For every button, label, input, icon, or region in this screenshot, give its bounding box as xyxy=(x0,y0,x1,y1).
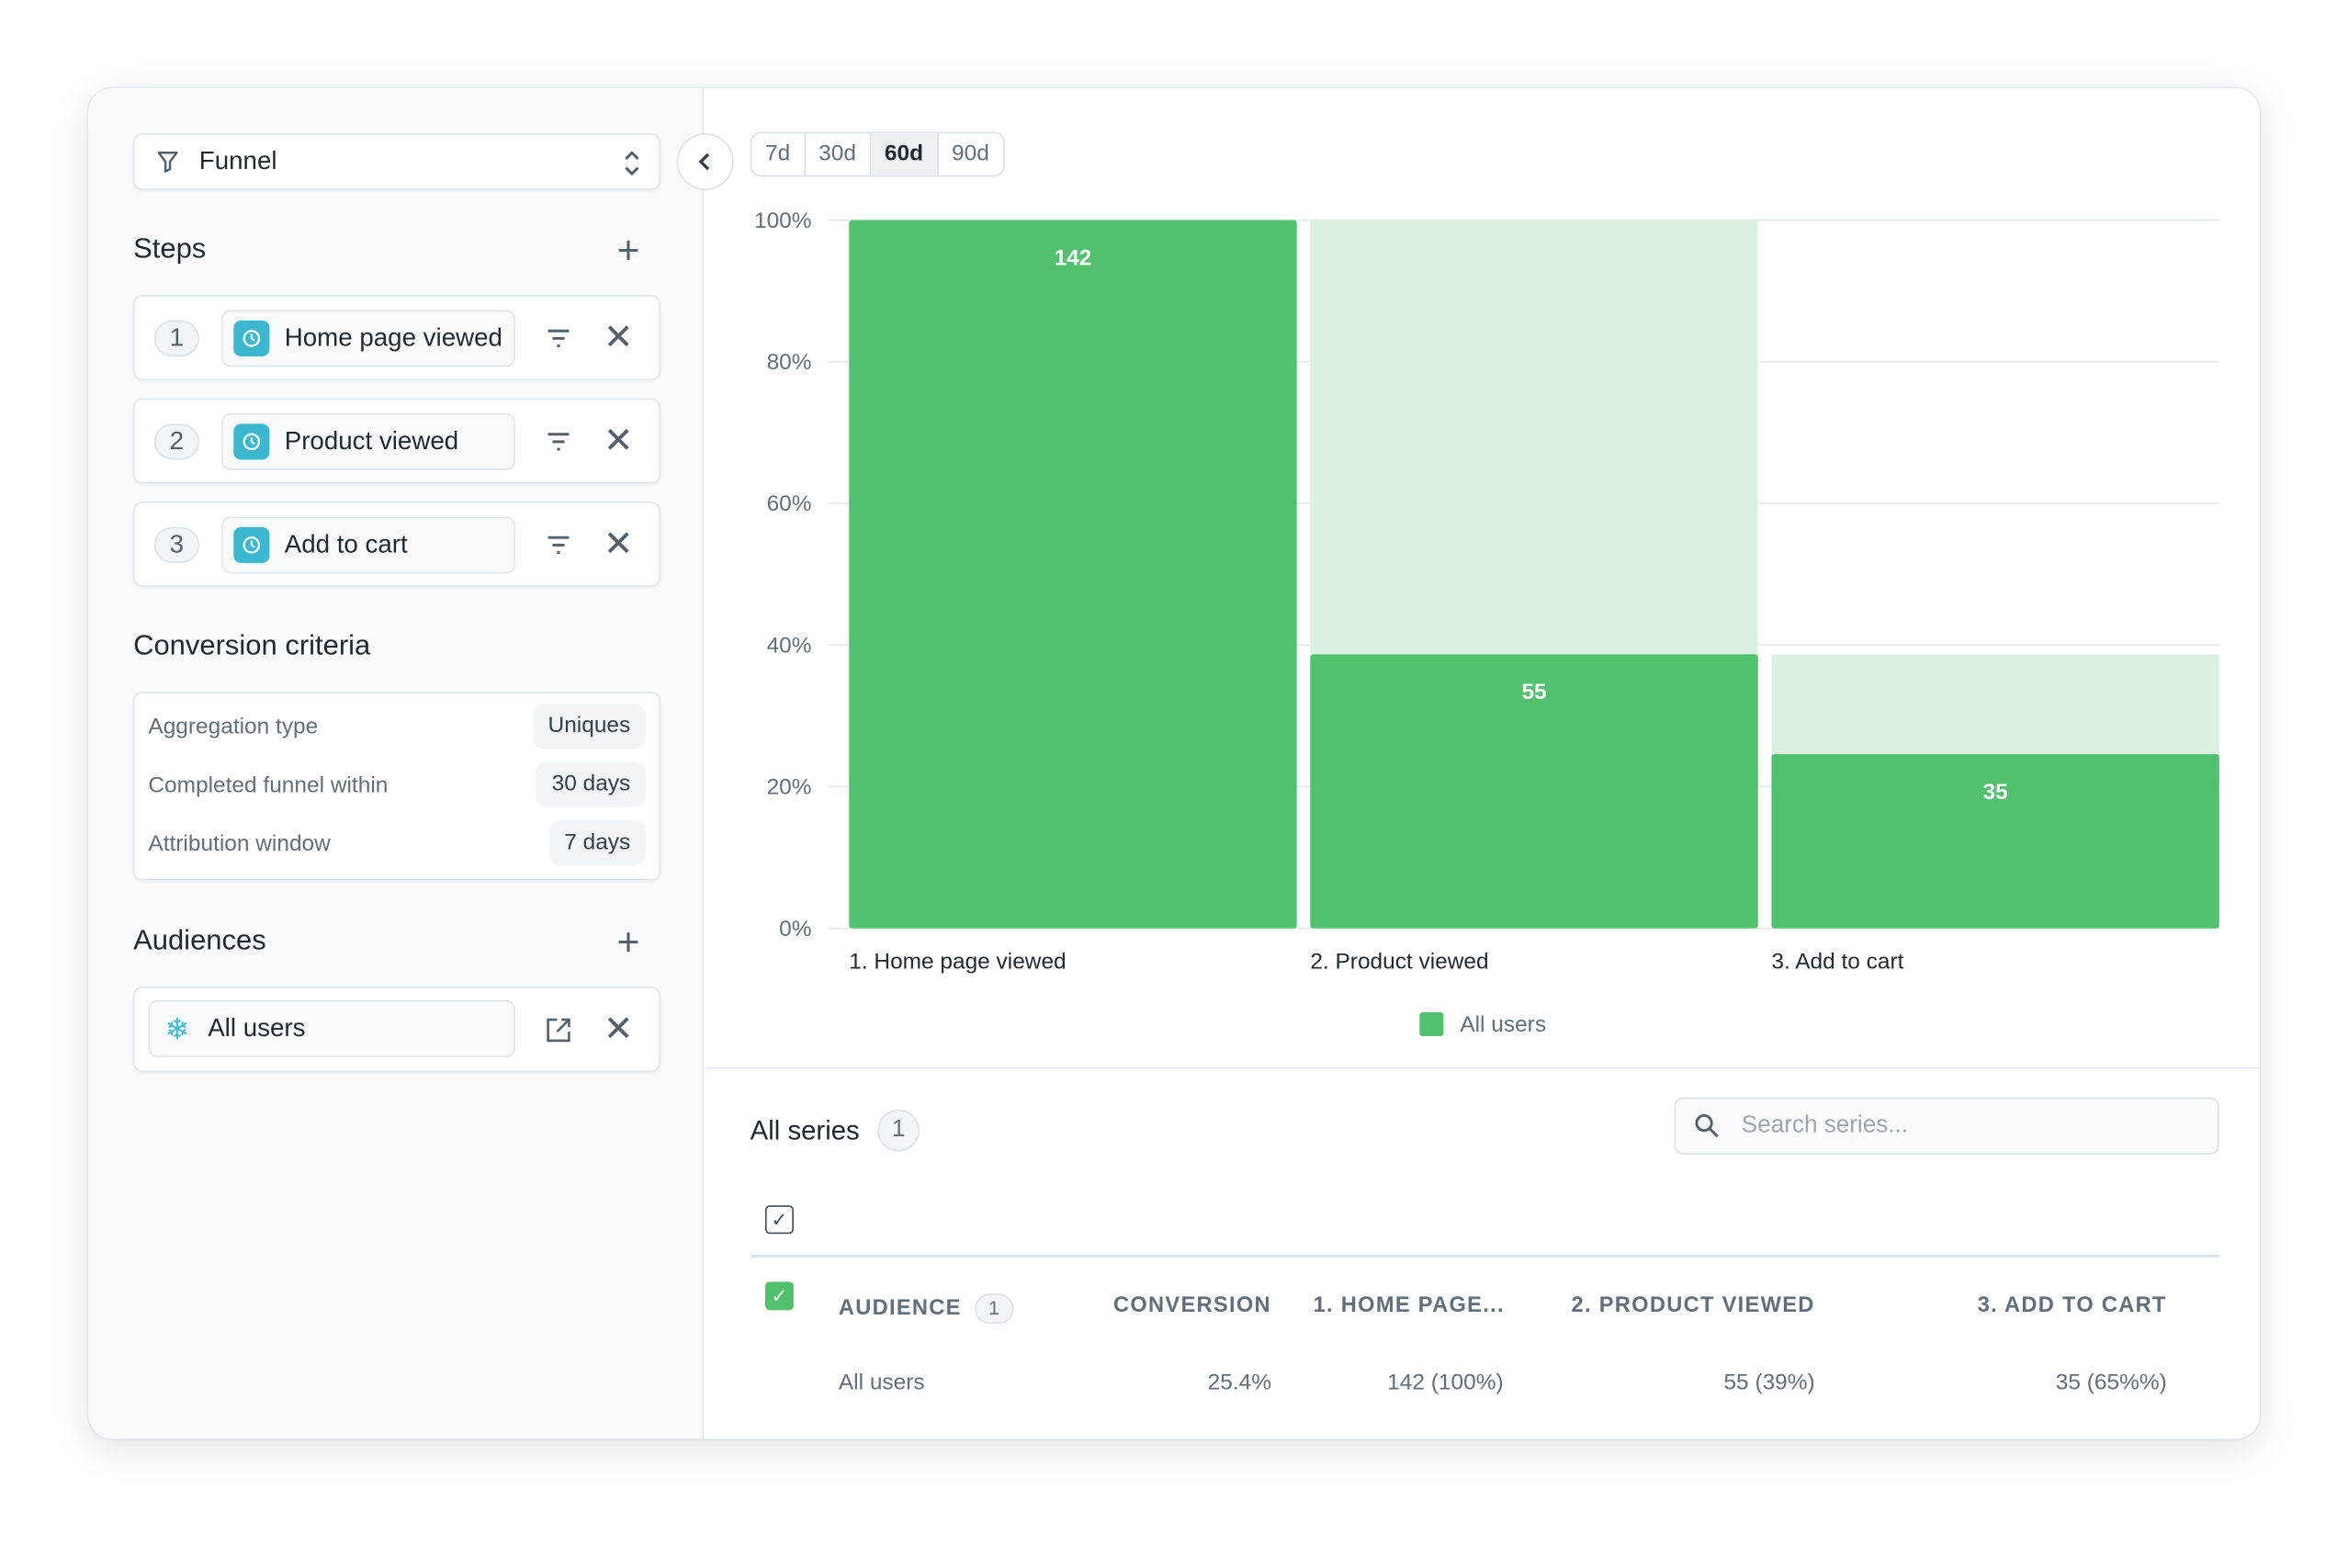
filter-icon[interactable] xyxy=(547,328,570,349)
step-item: 1 Home page viewed ✕ xyxy=(133,295,660,381)
all-series-heading: All series 1 xyxy=(750,1109,920,1152)
time-range-90d[interactable]: 90d xyxy=(952,141,989,166)
add-audience-plus-icon[interactable]: + xyxy=(616,919,640,964)
clock-icon xyxy=(233,423,270,460)
divider xyxy=(705,1067,2260,1069)
column-header-step-3[interactable]: 3. ADD TO CART xyxy=(1977,1293,2167,1318)
bar-value-label: 35 xyxy=(1983,780,2008,805)
step-1-cell: 142 (100%) xyxy=(1387,1370,1504,1396)
completed-within-select[interactable]: 30 days xyxy=(536,761,646,807)
all-series-title: All series xyxy=(750,1114,860,1145)
audience-label: All users xyxy=(208,1013,306,1043)
legend-swatch xyxy=(1419,1011,1444,1037)
series-count-badge: 1 xyxy=(877,1109,920,1152)
row-checkbox[interactable]: ✓ xyxy=(764,1281,794,1311)
audience-pill[interactable]: ❄ All users xyxy=(148,999,515,1057)
search-series-input[interactable]: Search series... xyxy=(1674,1097,2219,1155)
conversion-cell: 25.4% xyxy=(1207,1370,1271,1396)
bar xyxy=(849,220,1297,929)
y-tick-label: 60% xyxy=(767,491,812,516)
funnel-report-card: Funnel Steps + 1 Home page viewed ✕ 2 Pr… xyxy=(88,88,2260,1439)
remove-step-close-icon[interactable]: ✕ xyxy=(603,524,634,565)
step-event-pill[interactable]: Add to cart xyxy=(221,516,515,574)
column-header-step-2[interactable]: 2. PRODUCT VIEWED xyxy=(1571,1293,1815,1318)
step-number: 1 xyxy=(153,320,199,356)
search-icon xyxy=(1695,1113,1719,1138)
audiences-heading: Audiences xyxy=(133,925,266,957)
audience-header-label: AUDIENCE xyxy=(838,1296,962,1321)
table-header-divider xyxy=(750,1255,2219,1258)
chart-type-select[interactable]: Funnel xyxy=(133,133,660,191)
bar-value-label: 55 xyxy=(1521,680,1546,705)
column-header-conversion[interactable]: CONVERSION xyxy=(1112,1293,1271,1318)
y-tick-label: 100% xyxy=(754,209,812,233)
audience-item: ❄ All users ✕ xyxy=(133,987,660,1073)
audience-count-badge: 1 xyxy=(975,1293,1014,1325)
time-range-30d[interactable]: 30d xyxy=(805,133,872,175)
step-number: 3 xyxy=(153,526,199,563)
conversion-criteria-heading: Conversion criteria xyxy=(133,630,371,662)
legend-label: All users xyxy=(1460,1012,1546,1037)
y-tick-label: 40% xyxy=(767,633,812,658)
remove-step-close-icon[interactable]: ✕ xyxy=(603,317,634,358)
step-item: 3 Add to cart ✕ xyxy=(133,502,660,587)
step-label: Home page viewed xyxy=(284,323,502,353)
step-item: 2 Product viewed ✕ xyxy=(133,398,660,484)
step-event-pill[interactable]: Home page viewed xyxy=(221,310,515,367)
step-label: Add to cart xyxy=(284,530,408,559)
funnel-chart: 0% 20% 40% 60% 80% 100% 142 1. Home page viewed… xyxy=(754,209,2219,1037)
sidebar: Funnel Steps + 1 Home page viewed ✕ 2 Pr… xyxy=(88,88,705,1439)
attribution-window-select[interactable]: 7 days xyxy=(548,820,646,866)
funnel-icon xyxy=(157,152,178,173)
time-range-60d[interactable]: 60d xyxy=(871,133,939,175)
clock-icon xyxy=(233,320,270,356)
step-2-cell: 55 (39%) xyxy=(1723,1370,1815,1396)
step-number: 2 xyxy=(153,423,199,460)
column-header-step-1[interactable]: 1. HOME PAGE... xyxy=(1313,1293,1505,1318)
bar-value-label: 142 xyxy=(1055,246,1092,271)
column-header-audience[interactable]: AUDIENCE 1 xyxy=(838,1293,1014,1325)
y-tick-label: 20% xyxy=(767,775,812,800)
chart-type-label: Funnel xyxy=(198,146,277,175)
external-link-icon[interactable] xyxy=(545,1017,571,1043)
chevron-up-down-icon xyxy=(625,151,639,176)
remove-audience-close-icon[interactable]: ✕ xyxy=(603,1009,634,1050)
filter-icon[interactable] xyxy=(547,535,570,556)
search-placeholder: Search series... xyxy=(1741,1112,1909,1138)
select-all-checkbox[interactable]: ✓ xyxy=(764,1205,794,1235)
y-tick-label: 80% xyxy=(767,350,812,375)
chevron-left-icon xyxy=(698,152,710,171)
collapse-sidebar-button[interactable] xyxy=(676,133,734,191)
criteria-label: Attribution window xyxy=(148,830,331,857)
bar xyxy=(1310,654,1758,929)
y-tick-label: 0% xyxy=(779,917,811,942)
add-step-plus-icon[interactable]: + xyxy=(616,227,640,273)
conversion-criteria-box: Aggregation type Uniques Completed funne… xyxy=(133,692,660,881)
x-category-label: 1. Home page viewed xyxy=(849,950,1066,975)
x-category-label: 3. Add to cart xyxy=(1771,950,1903,975)
bar xyxy=(1771,753,2219,929)
criteria-label: Aggregation type xyxy=(148,714,319,740)
snowflake-icon: ❄ xyxy=(164,1012,190,1046)
clock-icon xyxy=(233,526,270,563)
steps-heading: Steps xyxy=(133,233,207,265)
audience-cell: All users xyxy=(838,1370,925,1396)
x-category-label: 2. Product viewed xyxy=(1310,950,1488,975)
aggregation-type-select[interactable]: Uniques xyxy=(533,704,646,750)
step-3-cell: 35 (65%%) xyxy=(2055,1370,2167,1396)
time-range-7d[interactable]: 7d xyxy=(751,133,806,175)
step-label: Product viewed xyxy=(284,426,459,456)
filter-icon[interactable] xyxy=(547,431,570,452)
remove-step-close-icon[interactable]: ✕ xyxy=(603,421,634,462)
step-event-pill[interactable]: Product viewed xyxy=(221,412,515,470)
time-range-toggle: 7d 30d 60d 90d xyxy=(750,131,1005,177)
criteria-label: Completed funnel within xyxy=(148,773,389,798)
